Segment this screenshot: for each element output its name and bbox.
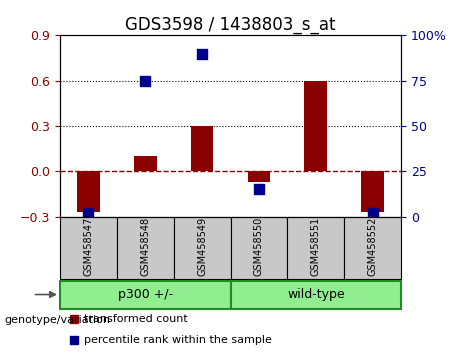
Point [255, 187, 263, 192]
Bar [230, 280, 401, 309]
Bar [117, 217, 174, 279]
Bar [344, 217, 401, 279]
Text: GSM458549: GSM458549 [197, 217, 207, 276]
Text: GSM458552: GSM458552 [367, 217, 378, 276]
Text: p300 +/-: p300 +/- [118, 288, 173, 301]
Text: GSM458548: GSM458548 [140, 217, 150, 276]
Bar [174, 217, 230, 279]
Text: GSM458550: GSM458550 [254, 217, 264, 276]
Text: genotype/variation: genotype/variation [5, 315, 111, 325]
Bar [248, 171, 270, 182]
Bar [134, 156, 157, 171]
Bar [230, 217, 287, 279]
Bar [60, 217, 117, 279]
Bar [287, 217, 344, 279]
Point [312, 18, 319, 24]
Point [142, 78, 149, 84]
Text: GSM458551: GSM458551 [311, 217, 321, 276]
Bar [191, 126, 213, 171]
Text: percentile rank within the sample: percentile rank within the sample [84, 335, 272, 344]
Point [369, 210, 376, 216]
Text: GSM458547: GSM458547 [83, 217, 94, 276]
Text: transformed count: transformed count [84, 314, 188, 324]
Point [198, 51, 206, 56]
Bar [304, 81, 327, 171]
Title: GDS3598 / 1438803_s_at: GDS3598 / 1438803_s_at [125, 16, 336, 34]
Point [85, 210, 92, 216]
Bar [77, 171, 100, 212]
Bar [361, 171, 384, 212]
Text: wild-type: wild-type [287, 288, 344, 301]
Bar [60, 280, 230, 309]
